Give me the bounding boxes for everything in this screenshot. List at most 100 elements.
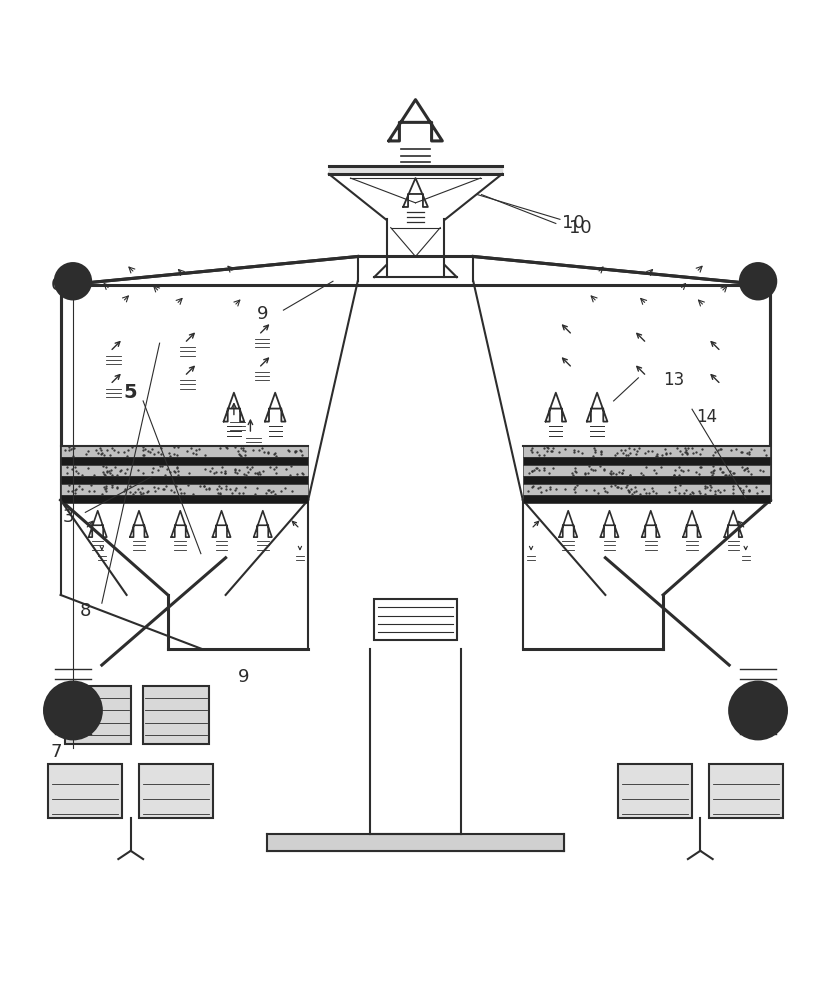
Point <box>146 460 160 476</box>
Point <box>258 444 271 460</box>
Point <box>250 465 263 481</box>
Point <box>295 447 308 463</box>
Point <box>571 477 584 493</box>
Point <box>672 459 686 475</box>
Point <box>132 481 145 497</box>
Point <box>186 445 199 461</box>
Point <box>659 441 672 457</box>
Point <box>525 463 538 479</box>
Point <box>180 443 194 459</box>
Point <box>138 447 151 463</box>
Bar <box>523 476 770 484</box>
Point <box>230 465 243 481</box>
Point <box>115 462 128 478</box>
Point <box>164 464 177 480</box>
Point <box>253 464 266 480</box>
Point <box>745 441 758 457</box>
Point <box>601 484 614 500</box>
Point <box>106 479 119 495</box>
Point <box>269 465 283 481</box>
Point <box>572 443 585 459</box>
Point <box>160 478 173 494</box>
Point <box>117 444 130 460</box>
Bar <box>61 465 308 476</box>
Point <box>588 482 601 498</box>
Point <box>649 465 662 481</box>
Point <box>742 446 755 462</box>
Point <box>686 440 699 456</box>
Point <box>662 484 676 500</box>
Point <box>91 445 105 461</box>
Circle shape <box>729 682 787 739</box>
Point <box>558 481 571 497</box>
Point <box>262 444 275 460</box>
Point <box>623 445 637 461</box>
Point <box>119 481 132 497</box>
Point <box>194 478 207 494</box>
Point <box>134 486 147 502</box>
Point <box>100 480 113 496</box>
Point <box>278 480 292 496</box>
Point <box>667 467 681 483</box>
Point <box>290 443 303 459</box>
Point <box>680 482 693 498</box>
Point <box>568 460 582 476</box>
Point <box>233 485 246 501</box>
Point <box>171 439 184 455</box>
Point <box>588 462 602 478</box>
Point <box>76 481 89 497</box>
Circle shape <box>740 263 776 299</box>
Point <box>105 467 118 483</box>
Point <box>95 442 108 458</box>
Text: 3: 3 <box>63 508 75 526</box>
Point <box>67 440 81 456</box>
Point <box>707 462 720 478</box>
Point <box>189 446 203 462</box>
Point <box>211 485 224 501</box>
Point <box>219 481 233 497</box>
Point <box>608 477 622 493</box>
Point <box>716 464 730 480</box>
Bar <box>709 764 783 818</box>
Point <box>704 464 717 480</box>
Bar <box>523 446 770 457</box>
Point <box>679 440 692 456</box>
Bar <box>61 457 308 465</box>
Point <box>742 482 755 498</box>
Point <box>598 483 612 499</box>
Point <box>88 483 101 499</box>
Point <box>89 442 102 458</box>
Point <box>717 482 730 498</box>
Point <box>234 447 247 463</box>
Point <box>730 441 743 457</box>
Point <box>693 459 706 475</box>
Point <box>238 466 251 482</box>
Bar <box>61 476 308 484</box>
Point <box>155 458 168 474</box>
Point <box>636 467 649 483</box>
Point <box>124 484 137 500</box>
Point <box>170 460 184 476</box>
Point <box>706 447 719 463</box>
Point <box>168 446 181 462</box>
Point <box>105 440 118 456</box>
Point <box>591 485 604 501</box>
Point <box>728 465 741 481</box>
Point <box>266 483 279 499</box>
Point <box>237 442 250 458</box>
Text: 6: 6 <box>51 276 62 294</box>
Point <box>121 442 135 458</box>
Point <box>250 480 263 496</box>
Point <box>715 464 729 480</box>
Point <box>152 444 165 460</box>
Point <box>236 440 249 456</box>
Point <box>261 482 274 498</box>
Point <box>701 479 714 495</box>
Point <box>246 442 259 458</box>
Point <box>288 444 302 460</box>
Point <box>578 465 592 481</box>
Point <box>726 478 740 494</box>
Point <box>102 463 116 479</box>
Point <box>672 485 686 501</box>
Point <box>113 463 126 479</box>
